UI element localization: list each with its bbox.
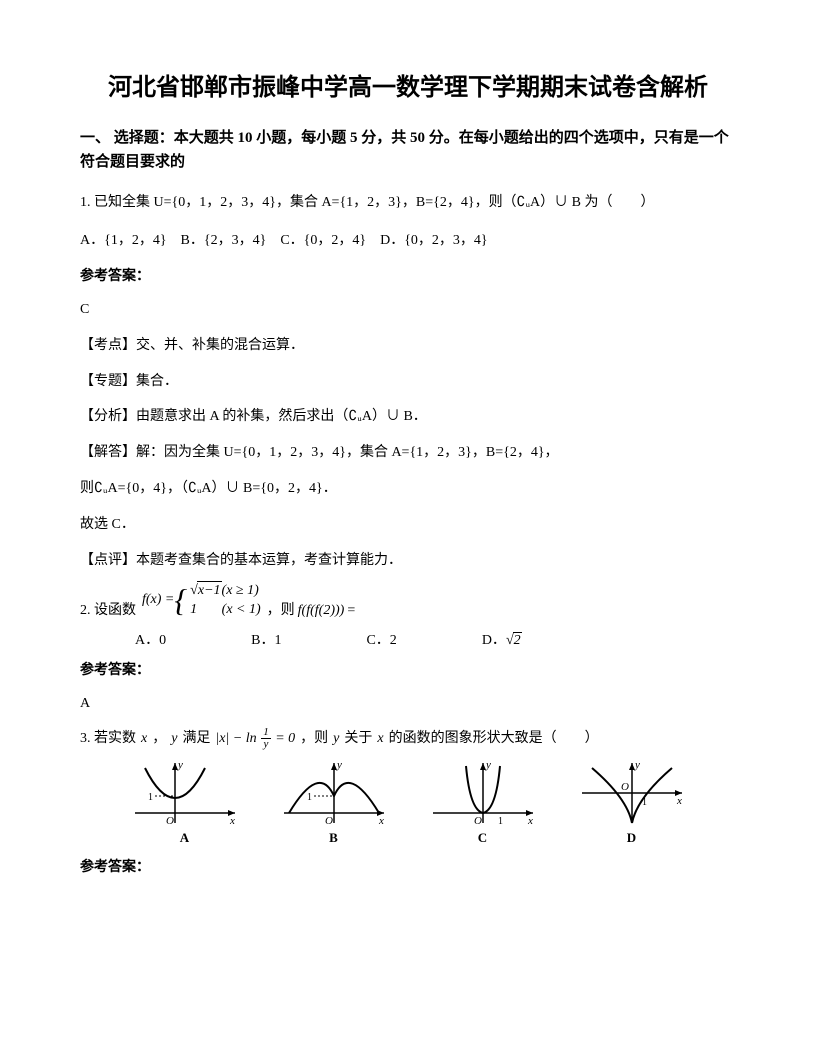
q2-suffix: ，则 bbox=[267, 599, 295, 619]
q1-kaodian: 【考点】交、并、补集的混合运算． bbox=[80, 331, 736, 362]
svg-text:y: y bbox=[485, 759, 491, 771]
q2-optC: C．2 bbox=[366, 629, 396, 649]
svg-text:1: 1 bbox=[307, 792, 312, 803]
q2-piecewise-formula: f(x) = { x−1(x ≥ 1) 1 (x < 1) bbox=[142, 581, 261, 618]
graph-d-label: D bbox=[627, 830, 636, 846]
q3-mid1: 满足 bbox=[182, 725, 210, 753]
q1-dianping: 【点评】本题考查集合的基本运算，考查计算能力． bbox=[80, 546, 736, 577]
svg-text:y: y bbox=[177, 759, 183, 771]
document-title: 河北省邯郸市振峰中学高一数学理下学期期末试卷含解析 bbox=[80, 70, 736, 106]
svg-text:O: O bbox=[166, 815, 174, 827]
svg-text:1: 1 bbox=[148, 792, 153, 803]
q1-answer-letter: C bbox=[80, 295, 736, 326]
q1-jieda3: 故选 C． bbox=[80, 510, 736, 541]
q3-equation: |x| − ln 1y = 0 bbox=[215, 725, 295, 753]
svg-text:O: O bbox=[621, 781, 629, 793]
graph-c-label: C bbox=[478, 830, 487, 846]
graph-a-label: A bbox=[180, 830, 189, 846]
q1-fenxi: 【分析】由题意求出 A 的补集，然后求出（∁ᵤA）∪ B． bbox=[80, 402, 736, 433]
svg-text:x: x bbox=[527, 815, 533, 827]
q3-var-x2: x bbox=[377, 725, 383, 753]
q3-var-x: x bbox=[141, 725, 147, 753]
svg-text:1: 1 bbox=[498, 816, 503, 827]
section1-header: 一、 选择题：本大题共 10 小题，每小题 5 分，共 50 分。在每小题给出的… bbox=[80, 126, 736, 174]
q3-text: 3. 若实数 x， y 满足 |x| − ln 1y = 0 ，则 y 关于 x… bbox=[80, 725, 736, 753]
q2-optD: D．2 bbox=[482, 629, 522, 649]
svg-text:x: x bbox=[676, 795, 682, 807]
q2-prefix: 2. 设函数 bbox=[80, 599, 136, 619]
graph-d-svg: y x O 1 bbox=[577, 758, 687, 828]
q3-suffix: 的函数的图象形状大致是（ ） bbox=[389, 725, 599, 753]
q3-answer-label: 参考答案： bbox=[80, 856, 736, 876]
graph-b-label: B bbox=[329, 830, 338, 846]
q2-optA: A．0 bbox=[135, 629, 166, 649]
svg-text:O: O bbox=[474, 815, 482, 827]
graph-a-svg: y x O 1 bbox=[130, 758, 240, 828]
svg-text:1: 1 bbox=[642, 797, 647, 808]
svg-text:x: x bbox=[378, 815, 384, 827]
q1-jieda1: 【解答】解：因为全集 U={0，1，2，3，4}，集合 A={1，2，3}，B=… bbox=[80, 438, 736, 469]
q2-optB: B．1 bbox=[251, 629, 281, 649]
q3-var-y2: y bbox=[333, 725, 339, 753]
graph-c-svg: y x O 1 bbox=[428, 758, 538, 828]
q2-answer-letter: A bbox=[80, 689, 736, 720]
svg-text:y: y bbox=[634, 759, 640, 771]
q2-answer-label: 参考答案： bbox=[80, 659, 736, 679]
q2-options: A．0 B．1 C．2 D．2 bbox=[135, 629, 736, 649]
graph-optD: y x O 1 D bbox=[577, 758, 687, 846]
graph-optA: y x O 1 A bbox=[130, 758, 240, 846]
graph-b-svg: 1 y x O bbox=[279, 758, 389, 828]
q3-mid3: 关于 bbox=[344, 725, 372, 753]
q1-zhuanti: 【专题】集合． bbox=[80, 367, 736, 398]
q1-options: A．{1，2，4} B．{2，3，4} C．{0，2，4} D．{0，2，3，4… bbox=[80, 227, 736, 255]
graph-optB: 1 y x O B bbox=[279, 758, 389, 846]
q1-jieda2: 则∁ᵤA={0，4}，（∁ᵤA）∪ B={0，2，4}． bbox=[80, 474, 736, 505]
q3-var-y: y bbox=[171, 725, 177, 753]
q1-answer-label: 参考答案： bbox=[80, 265, 736, 285]
q3-prefix: 3. 若实数 bbox=[80, 725, 136, 753]
q2-text: 2. 设函数 f(x) = { x−1(x ≥ 1) 1 (x < 1) ，则 … bbox=[80, 581, 736, 618]
svg-text:y: y bbox=[336, 759, 342, 771]
q3-graphs: y x O 1 A 1 y x O B y bbox=[110, 758, 706, 846]
svg-text:O: O bbox=[325, 815, 333, 827]
q2-eq-end: = bbox=[347, 603, 355, 619]
q1-text: 1. 已知全集 U={0，1，2，3，4}，集合 A={1，2，3}，B={2，… bbox=[80, 189, 736, 217]
svg-text:x: x bbox=[229, 815, 235, 827]
q3-mid2: ，则 bbox=[300, 725, 328, 753]
q2-fff: f(f(f(2))) bbox=[298, 603, 345, 619]
graph-optC: y x O 1 C bbox=[428, 758, 538, 846]
